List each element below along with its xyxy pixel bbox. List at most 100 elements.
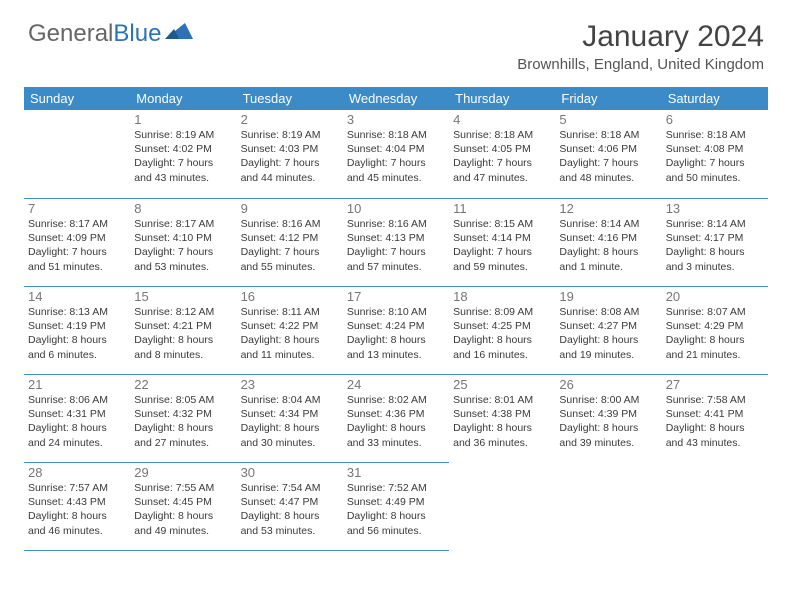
day-info: Sunrise: 8:18 AMSunset: 4:08 PMDaylight:… <box>666 128 764 185</box>
day-info: Sunrise: 8:00 AMSunset: 4:39 PMDaylight:… <box>559 393 657 450</box>
day-cell: 6Sunrise: 8:18 AMSunset: 4:08 PMDaylight… <box>662 110 768 198</box>
day-number: 8 <box>134 201 232 216</box>
week-row: 14Sunrise: 8:13 AMSunset: 4:19 PMDayligh… <box>24 286 768 374</box>
day-cell: 30Sunrise: 7:54 AMSunset: 4:47 PMDayligh… <box>237 462 343 551</box>
day-cell: 24Sunrise: 8:02 AMSunset: 4:36 PMDayligh… <box>343 374 449 462</box>
day-header: Thursday <box>449 87 555 110</box>
day-number: 28 <box>28 465 126 480</box>
day-number: 26 <box>559 377 657 392</box>
day-info: Sunrise: 8:13 AMSunset: 4:19 PMDaylight:… <box>28 305 126 362</box>
day-header: Monday <box>130 87 236 110</box>
day-info: Sunrise: 8:15 AMSunset: 4:14 PMDaylight:… <box>453 217 551 274</box>
header: GeneralBlue January 2024 Brownhills, Eng… <box>0 0 792 79</box>
day-info: Sunrise: 8:02 AMSunset: 4:36 PMDaylight:… <box>347 393 445 450</box>
week-row: 7Sunrise: 8:17 AMSunset: 4:09 PMDaylight… <box>24 198 768 286</box>
day-info: Sunrise: 8:18 AMSunset: 4:05 PMDaylight:… <box>453 128 551 185</box>
day-info: Sunrise: 8:12 AMSunset: 4:21 PMDaylight:… <box>134 305 232 362</box>
day-number: 1 <box>134 112 232 127</box>
day-number: 30 <box>241 465 339 480</box>
day-cell: 15Sunrise: 8:12 AMSunset: 4:21 PMDayligh… <box>130 286 236 374</box>
week-row: 28Sunrise: 7:57 AMSunset: 4:43 PMDayligh… <box>24 462 768 551</box>
day-cell: 5Sunrise: 8:18 AMSunset: 4:06 PMDaylight… <box>555 110 661 198</box>
day-number: 6 <box>666 112 764 127</box>
day-info: Sunrise: 8:16 AMSunset: 4:13 PMDaylight:… <box>347 217 445 274</box>
day-cell: 7Sunrise: 8:17 AMSunset: 4:09 PMDaylight… <box>24 198 130 286</box>
day-number: 10 <box>347 201 445 216</box>
day-header: Saturday <box>662 87 768 110</box>
day-cell: 9Sunrise: 8:16 AMSunset: 4:12 PMDaylight… <box>237 198 343 286</box>
day-info: Sunrise: 8:01 AMSunset: 4:38 PMDaylight:… <box>453 393 551 450</box>
day-info: Sunrise: 7:57 AMSunset: 4:43 PMDaylight:… <box>28 481 126 538</box>
day-info: Sunrise: 7:55 AMSunset: 4:45 PMDaylight:… <box>134 481 232 538</box>
day-number: 18 <box>453 289 551 304</box>
day-cell: 13Sunrise: 8:14 AMSunset: 4:17 PMDayligh… <box>662 198 768 286</box>
day-cell: 4Sunrise: 8:18 AMSunset: 4:05 PMDaylight… <box>449 110 555 198</box>
logo: GeneralBlue <box>28 20 193 48</box>
day-info: Sunrise: 8:09 AMSunset: 4:25 PMDaylight:… <box>453 305 551 362</box>
title-block: January 2024 Brownhills, England, United… <box>517 20 764 73</box>
day-number: 31 <box>347 465 445 480</box>
logo-text-1: General <box>28 20 113 48</box>
day-number: 20 <box>666 289 764 304</box>
location: Brownhills, England, United Kingdom <box>517 56 764 73</box>
day-info: Sunrise: 8:14 AMSunset: 4:17 PMDaylight:… <box>666 217 764 274</box>
day-header: Wednesday <box>343 87 449 110</box>
day-info: Sunrise: 7:52 AMSunset: 4:49 PMDaylight:… <box>347 481 445 538</box>
day-header: Tuesday <box>237 87 343 110</box>
calendar-table: Sunday Monday Tuesday Wednesday Thursday… <box>24 87 768 551</box>
day-header: Sunday <box>24 87 130 110</box>
day-number: 17 <box>347 289 445 304</box>
day-info: Sunrise: 7:58 AMSunset: 4:41 PMDaylight:… <box>666 393 764 450</box>
day-number: 22 <box>134 377 232 392</box>
day-cell: 11Sunrise: 8:15 AMSunset: 4:14 PMDayligh… <box>449 198 555 286</box>
day-number: 4 <box>453 112 551 127</box>
day-cell: 19Sunrise: 8:08 AMSunset: 4:27 PMDayligh… <box>555 286 661 374</box>
day-info: Sunrise: 8:14 AMSunset: 4:16 PMDaylight:… <box>559 217 657 274</box>
day-cell: 12Sunrise: 8:14 AMSunset: 4:16 PMDayligh… <box>555 198 661 286</box>
day-info: Sunrise: 8:19 AMSunset: 4:03 PMDaylight:… <box>241 128 339 185</box>
day-cell: 18Sunrise: 8:09 AMSunset: 4:25 PMDayligh… <box>449 286 555 374</box>
day-number: 14 <box>28 289 126 304</box>
day-cell: 22Sunrise: 8:05 AMSunset: 4:32 PMDayligh… <box>130 374 236 462</box>
day-cell <box>555 462 661 551</box>
day-info: Sunrise: 8:16 AMSunset: 4:12 PMDaylight:… <box>241 217 339 274</box>
day-cell: 2Sunrise: 8:19 AMSunset: 4:03 PMDaylight… <box>237 110 343 198</box>
day-cell: 27Sunrise: 7:58 AMSunset: 4:41 PMDayligh… <box>662 374 768 462</box>
week-row: 1Sunrise: 8:19 AMSunset: 4:02 PMDaylight… <box>24 110 768 198</box>
day-number: 19 <box>559 289 657 304</box>
day-number: 25 <box>453 377 551 392</box>
day-info: Sunrise: 8:07 AMSunset: 4:29 PMDaylight:… <box>666 305 764 362</box>
day-number: 27 <box>666 377 764 392</box>
day-cell: 25Sunrise: 8:01 AMSunset: 4:38 PMDayligh… <box>449 374 555 462</box>
week-row: 21Sunrise: 8:06 AMSunset: 4:31 PMDayligh… <box>24 374 768 462</box>
day-cell: 21Sunrise: 8:06 AMSunset: 4:31 PMDayligh… <box>24 374 130 462</box>
day-cell: 8Sunrise: 8:17 AMSunset: 4:10 PMDaylight… <box>130 198 236 286</box>
day-info: Sunrise: 8:11 AMSunset: 4:22 PMDaylight:… <box>241 305 339 362</box>
day-number: 9 <box>241 201 339 216</box>
day-number: 5 <box>559 112 657 127</box>
day-info: Sunrise: 8:18 AMSunset: 4:04 PMDaylight:… <box>347 128 445 185</box>
logo-text-2: Blue <box>113 20 161 48</box>
day-info: Sunrise: 8:06 AMSunset: 4:31 PMDaylight:… <box>28 393 126 450</box>
day-cell: 28Sunrise: 7:57 AMSunset: 4:43 PMDayligh… <box>24 462 130 551</box>
day-info: Sunrise: 8:05 AMSunset: 4:32 PMDaylight:… <box>134 393 232 450</box>
day-cell: 23Sunrise: 8:04 AMSunset: 4:34 PMDayligh… <box>237 374 343 462</box>
day-number: 2 <box>241 112 339 127</box>
day-cell: 26Sunrise: 8:00 AMSunset: 4:39 PMDayligh… <box>555 374 661 462</box>
day-number: 23 <box>241 377 339 392</box>
day-info: Sunrise: 8:17 AMSunset: 4:09 PMDaylight:… <box>28 217 126 274</box>
day-cell: 31Sunrise: 7:52 AMSunset: 4:49 PMDayligh… <box>343 462 449 551</box>
day-number: 7 <box>28 201 126 216</box>
day-info: Sunrise: 8:10 AMSunset: 4:24 PMDaylight:… <box>347 305 445 362</box>
day-cell <box>662 462 768 551</box>
day-number: 12 <box>559 201 657 216</box>
day-info: Sunrise: 7:54 AMSunset: 4:47 PMDaylight:… <box>241 481 339 538</box>
day-number: 29 <box>134 465 232 480</box>
logo-icon <box>165 20 193 48</box>
day-info: Sunrise: 8:04 AMSunset: 4:34 PMDaylight:… <box>241 393 339 450</box>
day-header: Friday <box>555 87 661 110</box>
day-header-row: Sunday Monday Tuesday Wednesday Thursday… <box>24 87 768 110</box>
day-cell <box>24 110 130 198</box>
day-number: 24 <box>347 377 445 392</box>
day-cell: 17Sunrise: 8:10 AMSunset: 4:24 PMDayligh… <box>343 286 449 374</box>
